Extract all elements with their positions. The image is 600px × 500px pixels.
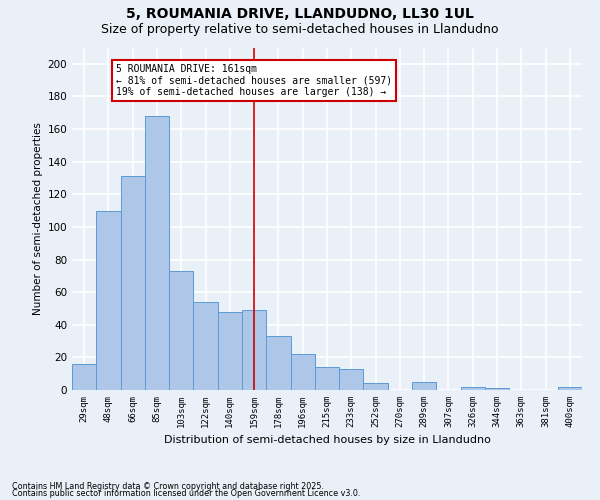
Bar	[145, 116, 169, 390]
Bar	[364, 384, 388, 390]
Text: 5 ROUMANIA DRIVE: 161sqm
← 81% of semi-detached houses are smaller (597)
19% of : 5 ROUMANIA DRIVE: 161sqm ← 81% of semi-d…	[116, 64, 392, 97]
Bar	[218, 312, 242, 390]
Text: Size of property relative to semi-detached houses in Llandudno: Size of property relative to semi-detach…	[101, 22, 499, 36]
Bar	[485, 388, 509, 390]
Bar	[121, 176, 145, 390]
Bar	[461, 386, 485, 390]
Bar	[315, 367, 339, 390]
Text: 5, ROUMANIA DRIVE, LLANDUDNO, LL30 1UL: 5, ROUMANIA DRIVE, LLANDUDNO, LL30 1UL	[126, 8, 474, 22]
Bar	[72, 364, 96, 390]
Bar	[169, 271, 193, 390]
Bar	[96, 210, 121, 390]
Text: Contains HM Land Registry data © Crown copyright and database right 2025.: Contains HM Land Registry data © Crown c…	[12, 482, 324, 491]
Bar	[242, 310, 266, 390]
Y-axis label: Number of semi-detached properties: Number of semi-detached properties	[33, 122, 43, 315]
Text: Contains public sector information licensed under the Open Government Licence v3: Contains public sector information licen…	[12, 490, 361, 498]
Bar	[558, 386, 582, 390]
Bar	[193, 302, 218, 390]
Bar	[290, 354, 315, 390]
Bar	[266, 336, 290, 390]
Bar	[412, 382, 436, 390]
Bar	[339, 369, 364, 390]
X-axis label: Distribution of semi-detached houses by size in Llandudno: Distribution of semi-detached houses by …	[164, 436, 490, 446]
